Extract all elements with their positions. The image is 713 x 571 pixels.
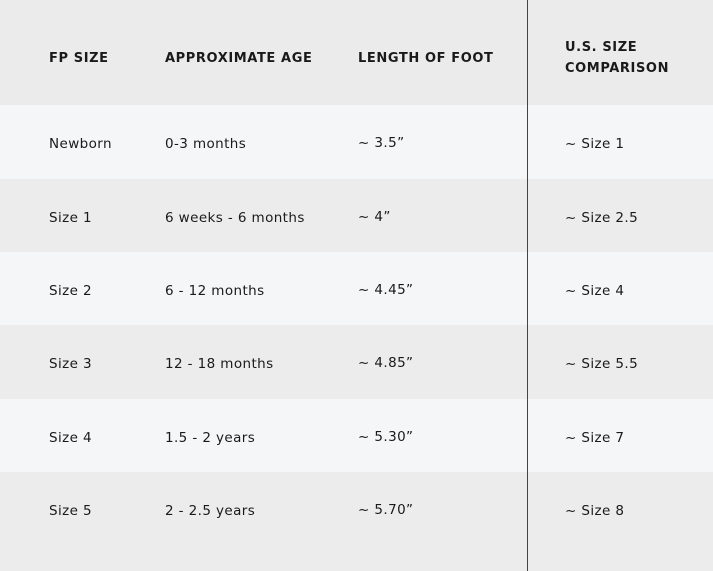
table-header: FP SIZE APPROXIMATE AGE LENGTH OF FOOT U…: [0, 0, 713, 105]
cell-fp-size: Size 1: [49, 210, 92, 226]
table-row: Size 1 6 weeks - 6 months ~ 4” ~ Size 2.5: [0, 179, 713, 253]
cell-fp-size: Size 2: [49, 283, 92, 299]
header-approximate-age: APPROXIMATE AGE: [165, 51, 313, 66]
cell-us-size: ~ Size 1: [565, 136, 625, 152]
cell-approximate-age: 6 - 12 months: [165, 283, 265, 299]
cell-length-of-foot: ~ 4.85”: [358, 355, 414, 371]
cell-length-of-foot: ~ 5.70”: [358, 502, 414, 518]
cell-fp-size: Size 4: [49, 430, 92, 446]
cell-us-size: ~ Size 7: [565, 430, 625, 446]
cell-approximate-age: 12 - 18 months: [165, 356, 274, 372]
cell-length-of-foot: ~ 4.45”: [358, 282, 414, 298]
column-divider: [527, 0, 528, 571]
table-row: Size 5 2 - 2.5 years ~ 5.70” ~ Size 8: [0, 472, 713, 571]
cell-fp-size: Newborn: [49, 136, 112, 152]
cell-approximate-age: 1.5 - 2 years: [165, 430, 256, 446]
header-us-size-line1: U.S. SIZE: [565, 40, 638, 55]
cell-length-of-foot: ~ 3.5”: [358, 135, 405, 151]
cell-us-size: ~ Size 4: [565, 283, 625, 299]
cell-approximate-age: 2 - 2.5 years: [165, 503, 256, 519]
cell-fp-size: Size 5: [49, 503, 92, 519]
cell-us-size: ~ Size 8: [565, 503, 625, 519]
cell-approximate-age: 6 weeks - 6 months: [165, 210, 305, 226]
table-row: Size 2 6 - 12 months ~ 4.45” ~ Size 4: [0, 252, 713, 326]
table-row: Size 3 12 - 18 months ~ 4.85” ~ Size 5.5: [0, 325, 713, 399]
cell-length-of-foot: ~ 5.30”: [358, 429, 414, 445]
cell-length-of-foot: ~ 4”: [358, 209, 391, 225]
cell-us-size: ~ Size 5.5: [565, 356, 639, 372]
table-row: Size 4 1.5 - 2 years ~ 5.30” ~ Size 7: [0, 399, 713, 473]
cell-fp-size: Size 3: [49, 356, 92, 372]
header-fp-size: FP SIZE: [49, 51, 109, 66]
header-us-size-line2: COMPARISON: [565, 61, 670, 76]
cell-us-size: ~ Size 2.5: [565, 210, 639, 226]
cell-approximate-age: 0-3 months: [165, 136, 247, 152]
table-row: Newborn 0-3 months ~ 3.5” ~ Size 1: [0, 105, 713, 179]
header-length-of-foot: LENGTH OF FOOT: [358, 51, 494, 66]
